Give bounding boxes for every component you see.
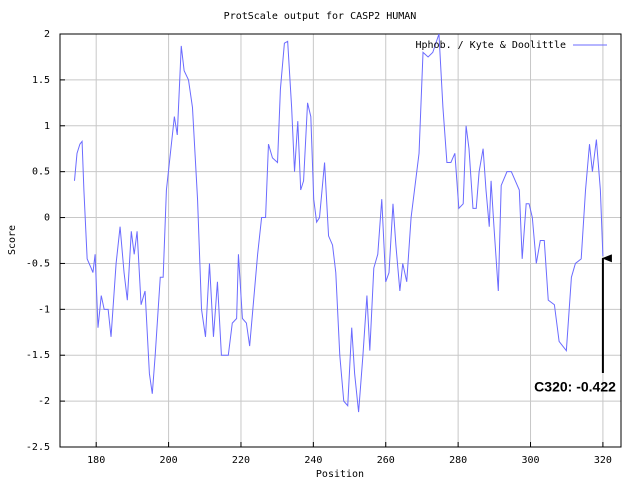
data-line: [73, 33, 604, 413]
y-tick-label: 2: [44, 29, 50, 40]
y-tick-label: -2: [38, 396, 50, 407]
y-tick-label: 1.5: [32, 75, 50, 86]
x-tick-label: 200: [160, 455, 178, 466]
plot-frame: [59, 33, 622, 448]
x-tick-label: 320: [594, 455, 612, 466]
x-tick-label: 240: [304, 455, 322, 466]
y-tick-label: -2.5: [26, 442, 50, 453]
y-tick-label: -0.5: [26, 258, 50, 269]
y-tick-label: 1: [44, 121, 50, 132]
y-tick-label: 0.5: [32, 167, 50, 178]
legend-label: Hphob. / Kyte & Doolittle: [415, 40, 566, 51]
x-axis-label: Position: [316, 469, 364, 480]
x-tick-label: 300: [521, 455, 539, 466]
y-tick-label: 0: [44, 213, 50, 224]
chart-title: ProtScale output for CASP2 HUMAN: [224, 11, 417, 22]
y-tick-label: -1: [38, 304, 50, 315]
annotation: C320: -0.422: [534, 379, 616, 395]
x-tick-label: 280: [449, 455, 467, 466]
x-tick-label: 260: [377, 455, 395, 466]
x-tick-label: 180: [87, 455, 105, 466]
y-tick-label: -1.5: [26, 350, 50, 361]
y-axis-label: Score: [7, 225, 18, 255]
x-tick-label: 220: [232, 455, 250, 466]
